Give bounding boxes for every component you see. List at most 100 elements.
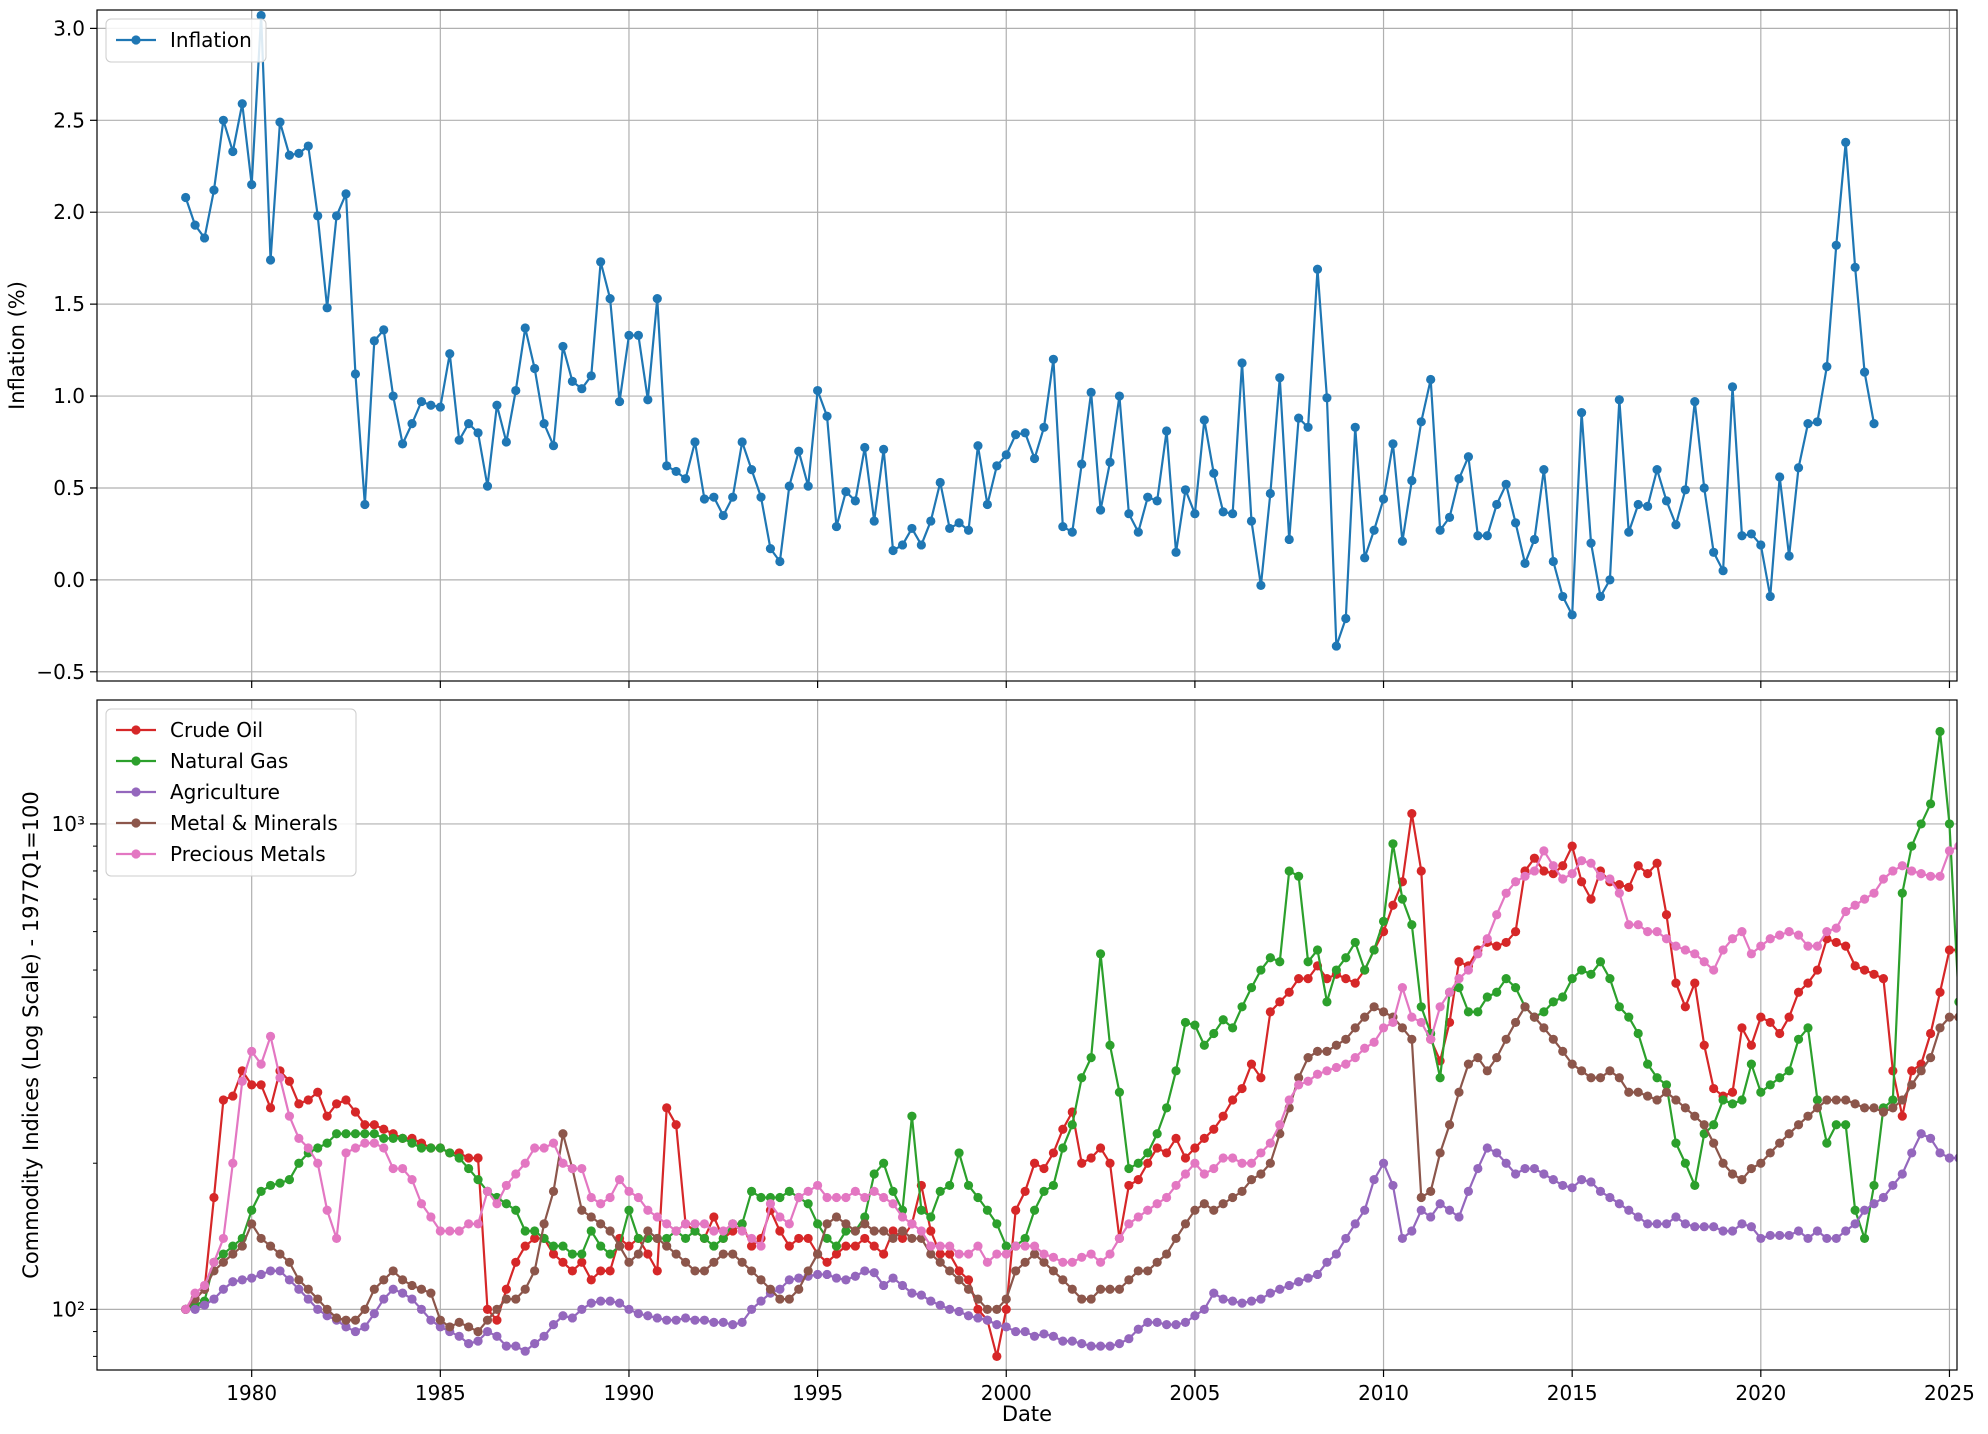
data-point — [1907, 1080, 1917, 1090]
data-point — [1614, 1002, 1624, 1012]
data-point — [511, 385, 521, 396]
data-point — [1907, 1148, 1917, 1158]
data-point — [1859, 1205, 1870, 1215]
data-point — [1473, 531, 1483, 541]
data-point — [1152, 1143, 1162, 1153]
data-point — [831, 521, 842, 532]
data-point — [265, 255, 276, 265]
data-point — [1020, 1257, 1030, 1267]
legend-item: Natural Gas — [116, 749, 288, 773]
data-point — [775, 1226, 785, 1236]
series-line — [184, 14, 1876, 648]
data-point — [322, 1138, 332, 1148]
data-point — [1850, 262, 1860, 272]
data-point — [577, 1163, 587, 1174]
data-point — [746, 464, 757, 475]
data-point — [511, 1341, 521, 1351]
data-point — [803, 1186, 813, 1196]
data-point — [1228, 1296, 1238, 1306]
data-point — [1463, 1186, 1474, 1196]
data-point — [1463, 1007, 1474, 1017]
data-point — [1793, 1120, 1804, 1130]
data-point — [1180, 1219, 1191, 1229]
data-point — [247, 1273, 257, 1283]
data-point — [869, 1268, 879, 1278]
data-point — [1539, 1007, 1549, 1017]
data-point — [1859, 1103, 1870, 1113]
data-point — [1124, 509, 1134, 519]
data-point — [1397, 1023, 1407, 1033]
data-point — [1784, 1012, 1794, 1022]
data-point — [765, 544, 776, 554]
data-point — [1360, 553, 1370, 563]
data-point — [1048, 354, 1059, 364]
data-point — [1360, 1012, 1370, 1022]
data-point — [1869, 888, 1879, 898]
data-point — [247, 180, 257, 190]
x-tick-label: 2025 — [1924, 1381, 1975, 1405]
data-point — [1803, 1023, 1813, 1033]
data-point — [775, 1192, 785, 1203]
data-point — [1020, 1233, 1030, 1244]
data-point — [1661, 1080, 1672, 1090]
data-point — [520, 1346, 530, 1356]
data-point — [869, 1186, 879, 1196]
data-point — [1888, 1066, 1898, 1076]
x-tick-label: 1985 — [415, 1381, 466, 1405]
data-point — [1265, 953, 1275, 963]
data-point — [1765, 1230, 1775, 1241]
data-point — [482, 1186, 493, 1196]
data-point — [379, 1124, 389, 1134]
data-point — [1369, 1175, 1379, 1185]
data-point — [1397, 1233, 1407, 1244]
data-point — [1624, 920, 1634, 930]
data-point — [1746, 1059, 1756, 1069]
data-point — [1275, 997, 1285, 1007]
data-point — [1001, 1322, 1011, 1332]
data-point — [1237, 1186, 1247, 1196]
data-point — [916, 1290, 926, 1300]
data-point — [1605, 575, 1615, 585]
data-point — [416, 396, 427, 407]
data-point — [1237, 358, 1247, 368]
data-point — [1011, 430, 1021, 440]
data-point — [1709, 547, 1719, 557]
data-point — [341, 189, 351, 199]
data-point — [501, 1341, 511, 1351]
data-point — [1294, 871, 1304, 881]
data-point — [624, 1241, 634, 1251]
data-point — [992, 461, 1002, 471]
data-point — [1964, 880, 1973, 889]
data-point — [482, 1304, 493, 1314]
data-point — [313, 1158, 323, 1168]
plot-frame — [96, 699, 1958, 1371]
data-point — [539, 1143, 549, 1153]
data-point — [1746, 949, 1756, 959]
data-point — [737, 1317, 747, 1327]
data-point — [1378, 916, 1389, 926]
data-point — [567, 1266, 577, 1276]
data-point — [416, 1304, 427, 1314]
data-point — [586, 1298, 596, 1308]
data-point — [1520, 1002, 1530, 1012]
data-point — [1831, 923, 1841, 933]
data-point — [1058, 1275, 1068, 1285]
data-point — [1869, 1180, 1879, 1191]
data-point — [1124, 1163, 1134, 1174]
data-point — [350, 369, 361, 379]
data-point — [1775, 472, 1785, 482]
data-point — [1275, 957, 1285, 967]
data-point — [548, 1241, 559, 1251]
data-point — [1680, 1219, 1690, 1229]
data-point — [256, 1233, 266, 1244]
data-point — [464, 1219, 474, 1229]
data-point — [1548, 1034, 1558, 1044]
data-point — [841, 1219, 851, 1229]
data-point — [973, 1192, 983, 1203]
data-point — [1831, 1095, 1841, 1105]
data-point — [746, 1304, 757, 1314]
data-point — [1124, 1334, 1134, 1344]
data-point — [492, 1331, 502, 1341]
data-point — [605, 294, 615, 304]
data-point — [407, 1175, 417, 1185]
